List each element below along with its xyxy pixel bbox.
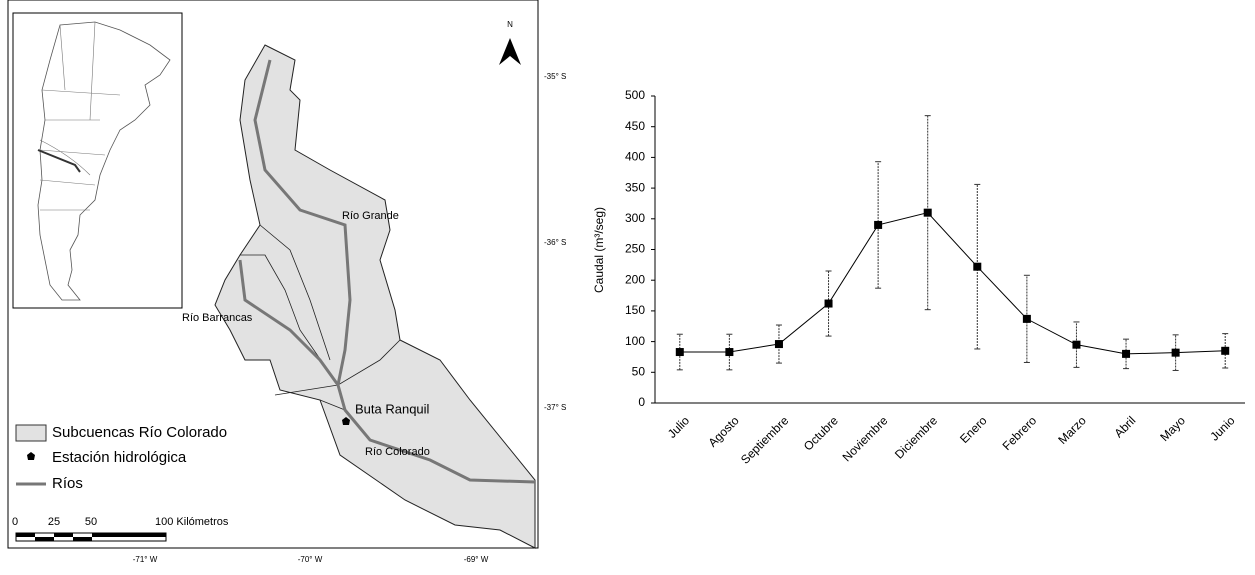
legend-swatch bbox=[15, 424, 47, 442]
river bbox=[238, 259, 340, 386]
x-tick-label: Febrero bbox=[1000, 413, 1040, 453]
marker bbox=[725, 348, 734, 357]
error-bar bbox=[1222, 333, 1229, 369]
scale-label: 50 bbox=[85, 516, 97, 528]
province-borders bbox=[39, 21, 121, 211]
marker bbox=[824, 299, 833, 308]
marker bbox=[1171, 348, 1180, 357]
y-tick-label: 500 bbox=[625, 88, 645, 102]
y-tick-label: 250 bbox=[625, 242, 645, 256]
x-tick-label: Julio bbox=[665, 413, 693, 441]
lon-label: -70° W bbox=[298, 555, 323, 564]
marker bbox=[923, 208, 932, 217]
scale-bar bbox=[15, 532, 167, 542]
x-tick-label: Abril bbox=[1112, 413, 1139, 440]
inset-basin bbox=[37, 149, 81, 173]
scale-label: 0 bbox=[12, 516, 18, 528]
legend-label: Subcuencas Río Colorado bbox=[52, 424, 227, 441]
x-tick-label: Octubre bbox=[801, 413, 841, 453]
scale-label: 100 Kilómetros bbox=[155, 516, 229, 528]
y-tick-label: 450 bbox=[625, 119, 645, 133]
legend-swatch bbox=[27, 452, 35, 460]
lat-label: -35° S bbox=[544, 72, 566, 81]
marker bbox=[675, 348, 684, 357]
y-tick-label: 200 bbox=[625, 272, 645, 286]
y-tick-label: 0 bbox=[638, 395, 645, 409]
error-bar bbox=[1123, 338, 1130, 370]
marker bbox=[774, 340, 783, 349]
line bbox=[679, 212, 1226, 355]
subbasin-borders bbox=[240, 224, 401, 411]
marker bbox=[973, 262, 982, 271]
river-label: Río Barrancas bbox=[182, 312, 253, 324]
y-tick-label: 100 bbox=[625, 334, 645, 348]
error-bar bbox=[825, 270, 832, 337]
y-tick-label: 50 bbox=[632, 364, 646, 378]
y-tick-label: 150 bbox=[625, 303, 645, 317]
river-label: Río Grande bbox=[342, 210, 399, 222]
x-tick-label: Junio bbox=[1207, 413, 1237, 443]
x-tick-label: Agosto bbox=[705, 413, 742, 450]
x-tick-label: Septiembre bbox=[738, 413, 792, 467]
x-tick-label: Marzo bbox=[1055, 413, 1089, 447]
station-label: Buta Ranquil bbox=[355, 401, 430, 416]
y-axis-label: Caudal (m³/seg) bbox=[592, 207, 606, 293]
lat-label: -37° S bbox=[544, 403, 566, 412]
river-label: Río Colorado bbox=[365, 446, 430, 458]
legend-label: Estación hidrológica bbox=[52, 449, 187, 466]
error-bar bbox=[676, 333, 683, 371]
north-arrow bbox=[499, 38, 521, 65]
river bbox=[253, 59, 536, 484]
error-bar bbox=[726, 333, 733, 371]
marker bbox=[1072, 340, 1081, 349]
lon-label: -71° W bbox=[133, 555, 158, 564]
x-tick-label: Noviembre bbox=[840, 413, 891, 464]
legend-label: Ríos bbox=[52, 475, 83, 492]
marker bbox=[1221, 346, 1230, 355]
marker bbox=[874, 220, 883, 229]
y-tick-label: 300 bbox=[625, 211, 645, 225]
error-bar bbox=[1172, 334, 1179, 371]
lon-label: -69° W bbox=[464, 555, 489, 564]
basin bbox=[214, 44, 536, 549]
y-tick-label: 400 bbox=[625, 150, 645, 164]
station bbox=[342, 417, 350, 425]
x-tick-label: Mayo bbox=[1157, 413, 1188, 444]
y-tick-label: 350 bbox=[625, 180, 645, 194]
scale-label: 25 bbox=[48, 516, 60, 528]
lat-label: -36° S bbox=[544, 238, 566, 247]
north-label: N bbox=[507, 20, 513, 29]
x-tick-label: Enero bbox=[957, 413, 990, 446]
x-tick-label: Diciembre bbox=[892, 413, 940, 461]
marker bbox=[1122, 349, 1131, 358]
marker bbox=[1022, 314, 1031, 323]
argentina-outline bbox=[37, 21, 171, 301]
